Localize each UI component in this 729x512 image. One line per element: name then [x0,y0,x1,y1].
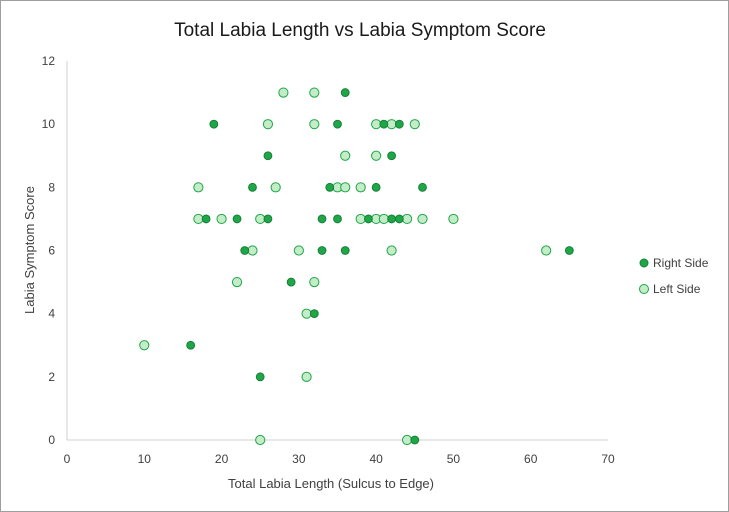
data-point-left-side [386,245,397,256]
data-point-right-side [255,372,265,382]
data-point-left-side [409,119,420,130]
data-point-left-side [340,150,351,161]
data-point-left-side [448,213,459,225]
data-point-right-side [394,214,404,224]
legend-marker-right-side [639,258,649,268]
y-tick-label: 4 [48,307,55,321]
x-tick-label: 50 [447,452,461,466]
data-point-left-side [309,87,320,98]
data-point-right-side [564,246,574,255]
legend-marker-left-side [639,284,649,294]
y-tick-labels: 0 2 4 6 8 10 12 [42,54,56,447]
data-point-right-side [232,214,242,224]
y-tick-label: 0 [48,433,55,447]
data-point-left-side [216,213,227,225]
data-point-right-side [387,151,397,161]
data-point-right-side [333,119,342,129]
data-point-left-side [401,213,413,225]
data-point-left-side [262,119,274,130]
data-point-right-side [209,119,219,129]
legend: Right Side Left Side [639,256,709,296]
x-tick-label: 20 [215,452,229,466]
data-point-right-side [325,182,335,192]
data-point-left-side [541,245,552,256]
x-tick-label: 30 [292,452,306,466]
data-point-left-side [193,182,204,193]
x-tick-labels: 0 10 20 30 40 50 60 70 [64,452,615,466]
data-point-right-side [248,182,257,192]
legend-label-left-side: Left Side [653,282,701,296]
legend-label-right-side: Right Side [653,256,709,270]
x-tick-label: 60 [524,452,538,466]
chart-title: Total Labia Length vs Labia Symptom Scor… [174,20,546,41]
data-point-left-side [386,119,397,130]
y-tick-label: 6 [48,244,55,258]
data-point-right-side [263,151,273,161]
y-tick-label: 12 [42,54,56,68]
x-tick-label: 40 [369,452,383,466]
data-point-right-side [379,119,389,129]
data-point-right-side [394,119,404,129]
data-point-left-side [301,308,312,319]
data-point-left-side [309,276,320,288]
data-point-left-side [293,245,304,256]
data-point-right-side [309,309,319,319]
data-point-left-side [270,182,281,193]
data-point-right-side [317,214,327,224]
data-point-left-side [371,150,382,161]
y-tick-label: 2 [48,370,55,384]
data-point-left-side [255,213,266,225]
data-point-right-side [317,246,327,255]
y-axis-label: Labia Symptom Score [22,186,37,314]
x-tick-label: 10 [138,452,152,466]
data-point-right-side [387,214,397,224]
data-point-right-side [418,182,427,192]
data-point-right-side [240,246,250,255]
y-tick-label: 10 [42,117,56,131]
data-point-left-side [139,340,150,351]
data-point-right-side [340,88,350,97]
data-point-right-side [410,435,420,445]
x-tick-label: 0 [64,452,71,466]
data-point-right-side [186,340,196,350]
data-point-right-side [333,214,342,224]
data-point-left-side [355,182,366,193]
data-point-right-side [371,182,381,192]
data-point-left-side [231,276,243,288]
data-point-left-side [417,213,428,225]
data-point-left-side [401,434,413,446]
data-point-left-side [247,245,258,256]
data-point-left-side [371,119,382,130]
data-point-right-side [263,214,273,224]
data-point-right-side [201,214,211,224]
data-point-right-side [340,246,350,255]
data-point-right-side [286,277,296,287]
data-point-left-side [340,182,351,193]
data-point-left-side [193,213,204,225]
x-axis-label: Total Labia Length (Sulcus to Edge) [228,476,434,491]
x-tick-label: 70 [601,452,615,466]
data-point-left-side [355,213,366,225]
data-points [139,87,574,446]
data-point-right-side [364,214,373,224]
data-point-left-side [278,87,289,98]
data-point-left-side [309,119,320,130]
data-point-left-side [301,371,312,382]
data-point-left-side [255,434,266,446]
data-point-left-side [378,213,389,225]
y-tick-label: 8 [48,180,55,194]
